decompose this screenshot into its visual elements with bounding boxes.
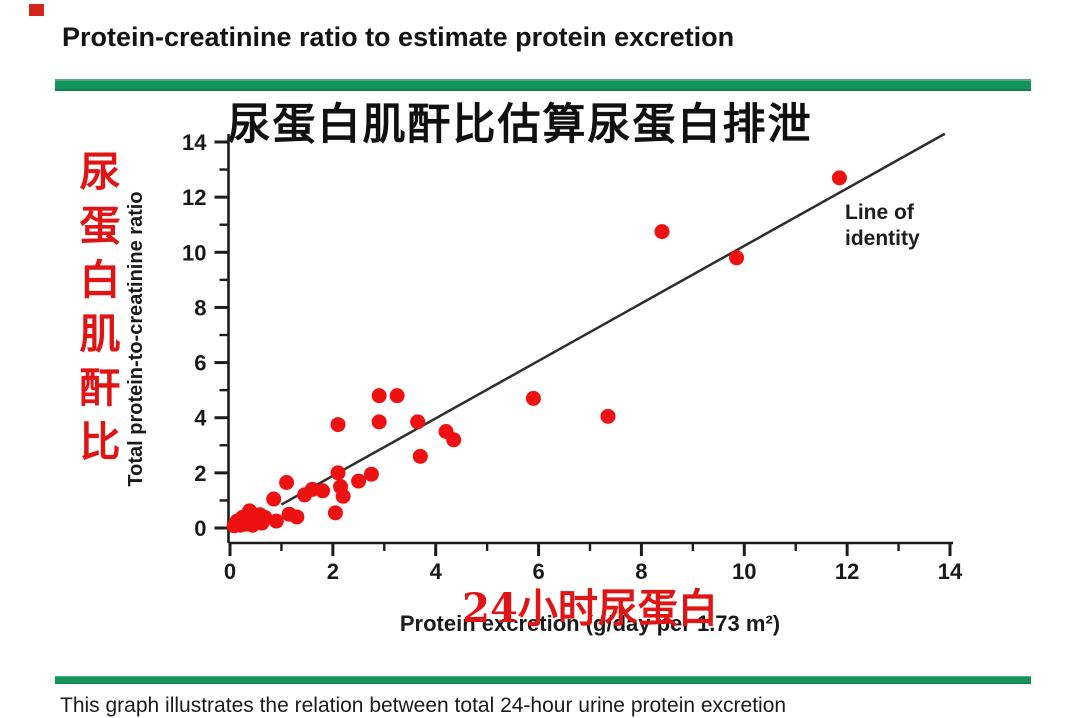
y-tick-label: 12 — [182, 185, 206, 210]
divider-bar-top — [55, 79, 1031, 91]
data-point — [654, 224, 670, 240]
data-point — [330, 465, 346, 481]
x-tick-label: 6 — [532, 559, 544, 584]
data-point — [268, 513, 284, 529]
chinese-x-axis-annotation: 24小时尿蛋白 — [462, 585, 718, 632]
data-point — [289, 509, 305, 525]
data-point — [335, 488, 351, 504]
x-tick-label: 14 — [938, 559, 963, 584]
chinese-chart-title: 尿蛋白肌酐比估算尿蛋白排泄 — [227, 100, 813, 150]
data-point — [363, 466, 379, 482]
x-tick-label: 2 — [327, 559, 339, 584]
data-point — [257, 510, 273, 526]
y-tick-label: 8 — [194, 295, 206, 320]
data-point — [279, 475, 295, 491]
data-point — [831, 170, 847, 186]
x-tick-label: 4 — [430, 559, 443, 584]
data-point — [371, 388, 387, 404]
x-tick-label: 12 — [835, 559, 859, 584]
chinese-y-axis-annotation: 尿蛋白肌酐比 — [72, 150, 120, 474]
y-tick-label: 10 — [182, 240, 206, 265]
x-axis-title: Protein excretion (g/day per 1.73 m²) — [399, 611, 781, 636]
identity-line-label: Line of identity — [845, 201, 920, 250]
x-tick-label: 10 — [732, 559, 756, 584]
data-point — [315, 483, 331, 499]
data-point — [525, 390, 541, 406]
data-point — [371, 414, 387, 430]
data-point — [327, 505, 343, 521]
data-point — [242, 503, 258, 519]
data-point — [600, 408, 616, 424]
data-point — [410, 414, 426, 430]
y-tick-label: 6 — [194, 351, 206, 376]
y-tick-label: 14 — [182, 130, 207, 155]
y-tick-label: 2 — [194, 461, 206, 486]
slide-marker — [29, 4, 44, 16]
identity-line — [280, 132, 946, 506]
divider-bar-bottom — [55, 676, 1031, 684]
data-point — [389, 388, 405, 404]
data-point — [446, 432, 462, 448]
data-point — [351, 473, 367, 489]
x-tick-label: 8 — [635, 559, 647, 584]
data-point — [412, 448, 428, 464]
bottom-caption: This graph illustrates the relation betw… — [60, 694, 787, 717]
x-tick-label: 0 — [224, 559, 236, 584]
y-tick-label: 0 — [194, 516, 206, 541]
y-tick-label: 4 — [194, 406, 207, 431]
data-point — [266, 491, 282, 507]
page-title: Protein-creatinine ratio to estimate pro… — [62, 22, 735, 52]
y-axis-title: Total protein-to-creatinine ratio — [125, 191, 147, 487]
data-point — [729, 250, 745, 266]
data-point — [330, 417, 346, 433]
